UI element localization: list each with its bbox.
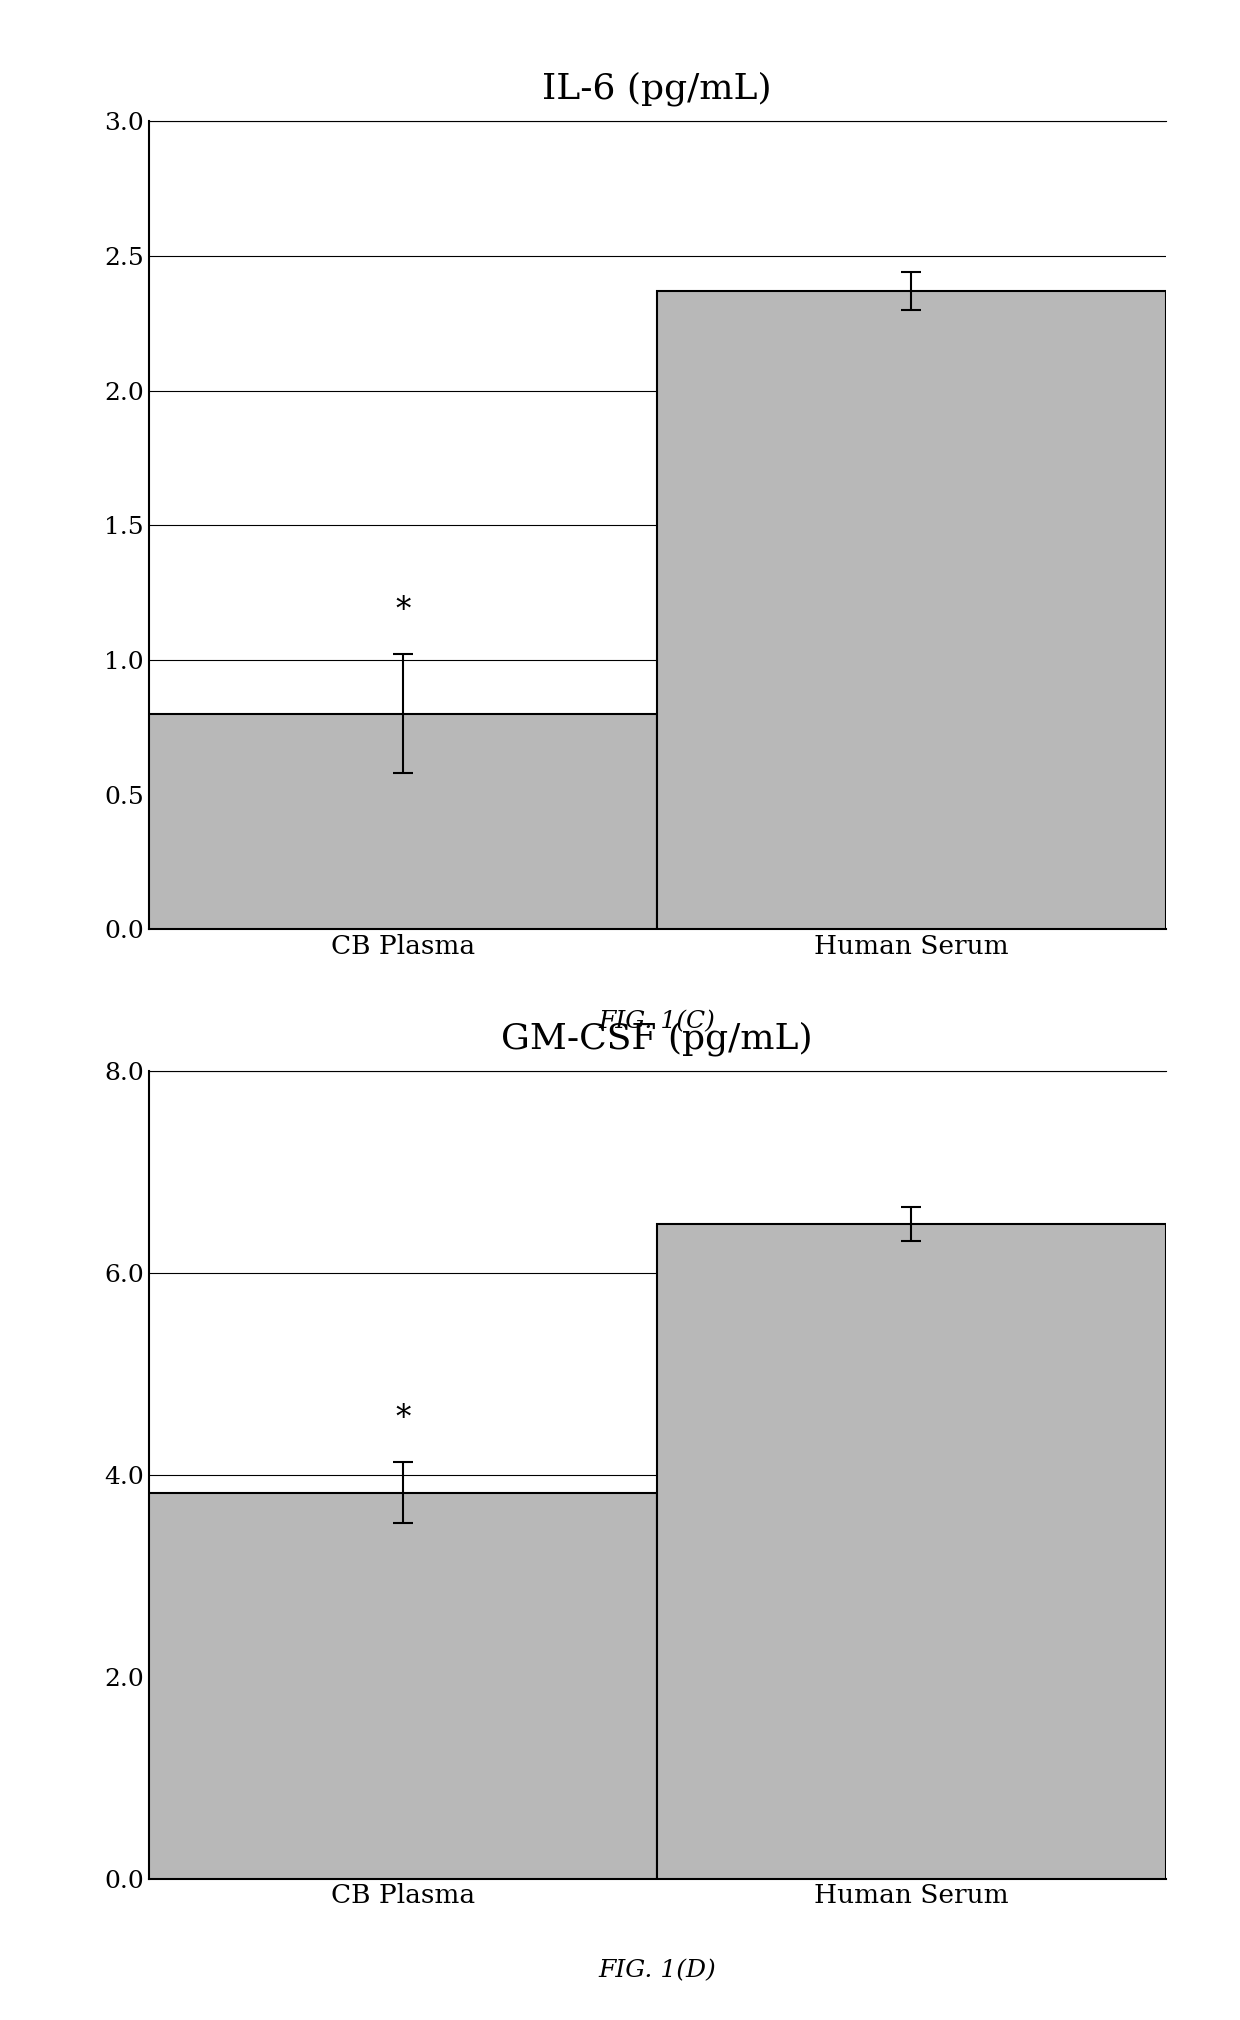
- Bar: [149, 1493, 657, 1879]
- Text: *: *: [396, 1404, 410, 1434]
- Text: *: *: [396, 596, 410, 626]
- Text: FIG. 1(D): FIG. 1(D): [599, 1959, 715, 1982]
- Title: GM-CSF (pg/mL): GM-CSF (pg/mL): [501, 1022, 813, 1056]
- Title: IL-6 (pg/mL): IL-6 (pg/mL): [542, 73, 773, 107]
- Text: FIG. 1(C): FIG. 1(C): [599, 1010, 715, 1032]
- Bar: [149, 713, 657, 929]
- Bar: [657, 291, 1166, 929]
- Bar: [657, 1224, 1166, 1879]
